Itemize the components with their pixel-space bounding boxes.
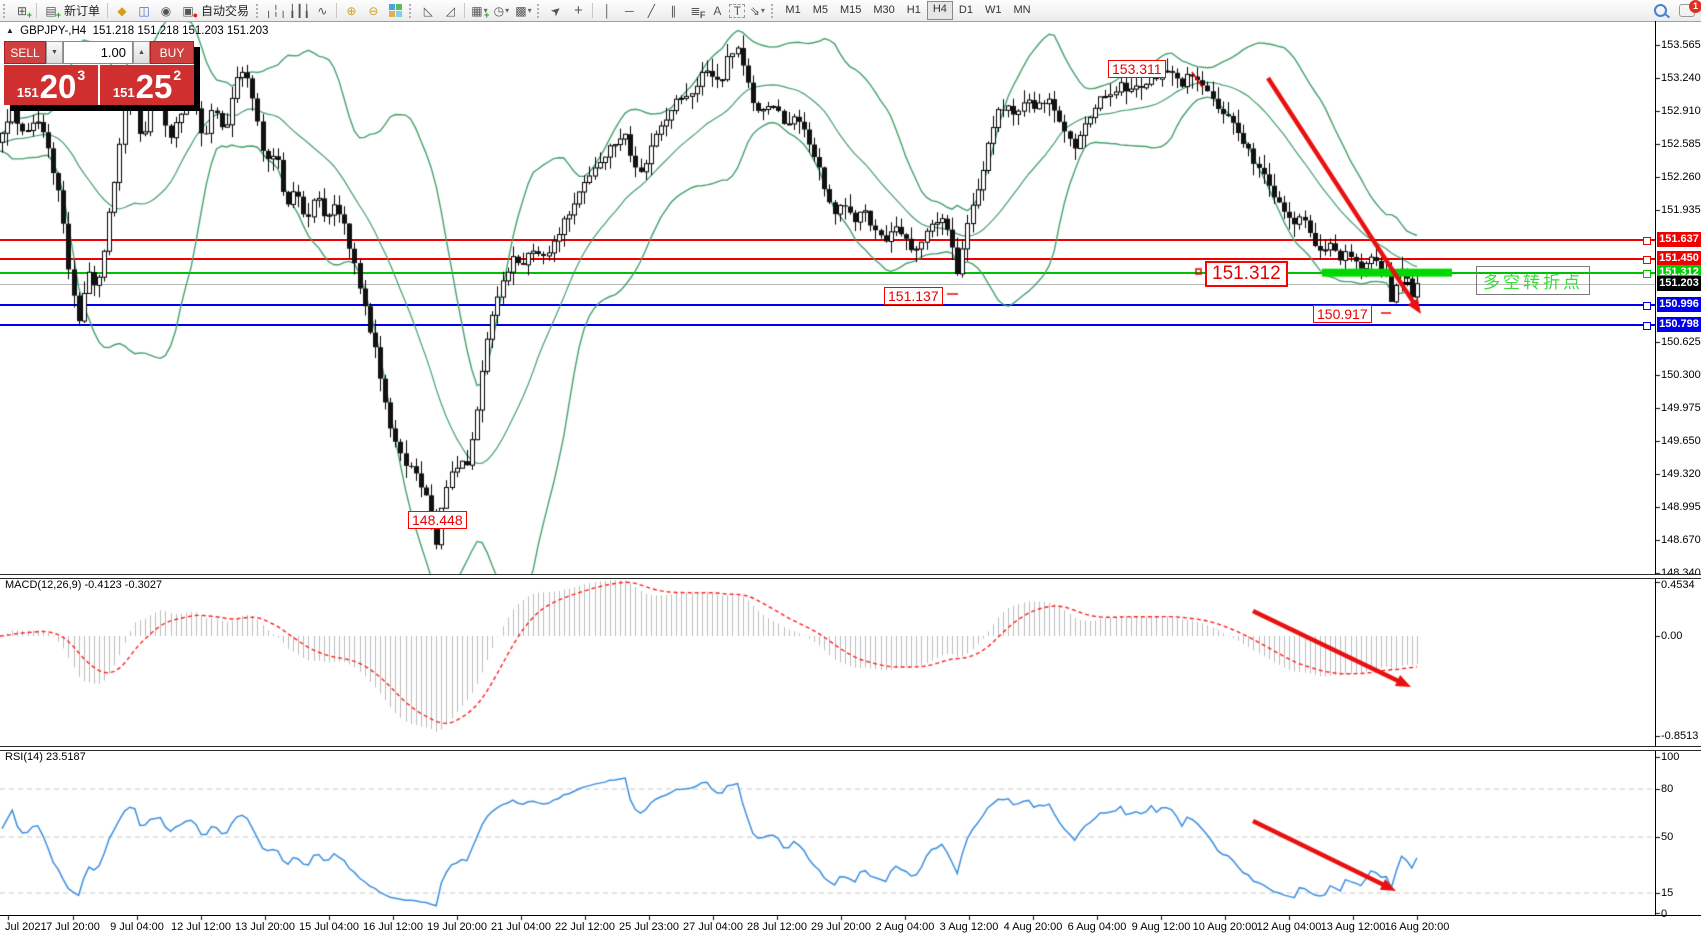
time-axis-label: 15 Jul 04:00 (299, 921, 359, 933)
time-axis-label: 12 Jul 12:00 (171, 921, 231, 933)
time-axis-label: 19 Jul 20:00 (427, 921, 487, 933)
rsi-axis-tick: 80 (1661, 783, 1674, 795)
panel-separator[interactable] (0, 574, 1701, 579)
ohlc-values: 151.218 151.218 151.203 151.203 (92, 25, 269, 37)
time-axis-label: 22 Jul 12:00 (555, 921, 615, 933)
time-axis-label: 12 Aug 04:00 (1256, 921, 1322, 933)
price-callout[interactable]: 148.448 (408, 511, 467, 529)
price-axis-tick: 148.670 (1661, 533, 1701, 546)
price-axis-tick: 153.565 (1661, 39, 1701, 51)
price-axis-tick: 149.320 (1661, 467, 1701, 480)
macd-axis-tick: -0.8513 (1661, 730, 1699, 743)
price-axis-tick: 152.910 (1661, 105, 1701, 118)
time-axis-label: 3 Aug 12:00 (939, 921, 999, 933)
time-axis-label: 25 Jul 23:00 (619, 921, 679, 933)
time-axis-label: 28 Jul 12:00 (747, 921, 807, 933)
time-axis-label: 2 Aug 04:00 (875, 921, 935, 933)
rsi-label: RSI(14) 23.5187 (5, 751, 86, 763)
price-callout[interactable]: 151.137 (884, 287, 943, 305)
panel-separator[interactable] (0, 746, 1701, 751)
price-axis-badge: 150.996 (1657, 297, 1701, 312)
time-axis-label: 7 Jul 20:00 (46, 921, 100, 933)
rsi-axis-tick: 100 (1661, 751, 1680, 763)
rsi-axis-tick: 15 (1661, 887, 1674, 899)
sell-price-big: 20 (39, 68, 77, 105)
time-axis-label: 9 Aug 12:00 (1131, 921, 1191, 933)
sell-price-prefix: 151 (16, 85, 39, 100)
one-click-trade-panel: SELL ▼ 1.00 ▲ BUY 151 20 3 151 25 2 (4, 41, 194, 105)
symbol-ohlc-line: ▲ GBPJPY-,H4 151.218 151.218 151.203 151… (6, 25, 268, 37)
time-axis-label: 4 Aug 20:00 (1003, 921, 1063, 933)
buy-price-sup: 2 (173, 67, 182, 83)
time-axis-line (0, 915, 1701, 916)
buy-price-prefix: 151 (112, 85, 135, 100)
time-axis-label: 21 Jul 04:00 (491, 921, 551, 933)
time-axis-label: 16 Jul 12:00 (363, 921, 423, 933)
turning-point-note[interactable]: 多空转折点 (1476, 266, 1590, 295)
price-axis-badge: 151.450 (1657, 251, 1701, 266)
symbol-period: GBPJPY-,H4 (20, 25, 87, 37)
buy-button[interactable]: BUY (150, 41, 194, 64)
price-axis-badge: 151.637 (1657, 232, 1701, 247)
volume-down-button[interactable]: ▼ (46, 41, 63, 64)
time-axis-label: 13 Aug 12:00 (1320, 921, 1386, 933)
time-axis-label: 29 Jul 20:00 (811, 921, 871, 933)
collapse-triangle-icon[interactable]: ▲ (6, 26, 14, 35)
time-axis-label: 16 Aug 20:00 (1384, 921, 1450, 933)
volume-up-button[interactable]: ▲ (133, 41, 150, 64)
price-axis-tick: 151.935 (1661, 203, 1701, 216)
price-axis-tick: 149.975 (1661, 401, 1701, 414)
sell-price-sup: 3 (77, 67, 86, 83)
price-axis-line (1655, 21, 1656, 915)
time-axis-label: Jul 2021 (5, 921, 47, 933)
macd-label: MACD(12,26,9) -0.4123 -0.3027 (5, 579, 163, 591)
volume-input[interactable]: 1.00 (63, 41, 133, 64)
sell-price[interactable]: 151 20 3 (4, 65, 98, 105)
price-axis-tick: 150.625 (1661, 336, 1701, 349)
macd-axis-tick: 0.4534 (1661, 579, 1695, 591)
price-axis-tick: 152.585 (1661, 138, 1701, 151)
time-axis-label: 27 Jul 04:00 (683, 921, 743, 933)
rsi-axis-tick: 0 (1661, 908, 1668, 920)
price-axis-tick: 153.240 (1661, 71, 1701, 84)
macd-axis-tick: 0.00 (1661, 630, 1683, 642)
time-axis-label: 10 Aug 20:00 (1192, 921, 1258, 933)
time-axis-label: 13 Jul 20:00 (235, 921, 295, 933)
price-callout[interactable]: 153.311 (1108, 60, 1166, 78)
price-callout[interactable]: 150.917 (1313, 305, 1372, 323)
buy-price-big: 25 (135, 68, 173, 105)
time-axis-label: 9 Jul 04:00 (110, 921, 164, 933)
price-axis-tick: 148.995 (1661, 500, 1701, 513)
rsi-axis-tick: 50 (1661, 831, 1674, 843)
price-axis-badge: 150.798 (1657, 317, 1701, 332)
buy-price[interactable]: 151 25 2 (100, 65, 194, 105)
price-axis-badge: 151.203 (1657, 276, 1701, 291)
price-callout[interactable]: 151.312 (1205, 261, 1288, 287)
price-axis-tick: 150.300 (1661, 368, 1701, 381)
price-axis-tick: 149.650 (1661, 434, 1701, 447)
price-axis-tick: 152.260 (1661, 170, 1701, 183)
time-axis-label: 6 Aug 04:00 (1067, 921, 1127, 933)
sell-button[interactable]: SELL (4, 41, 46, 64)
